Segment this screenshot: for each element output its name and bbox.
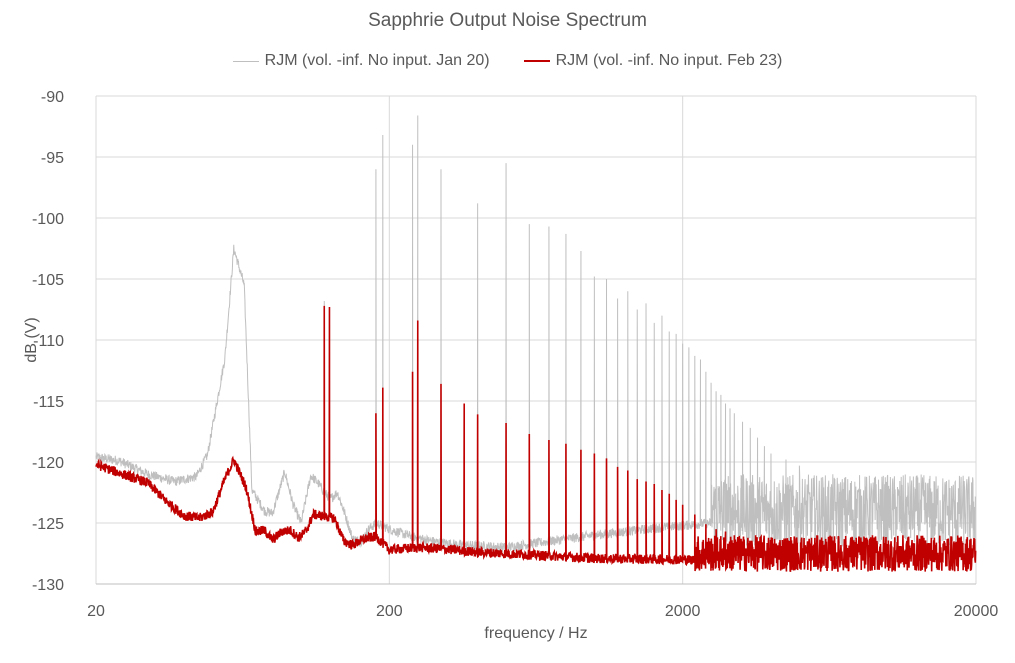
series-line-jan (95, 115, 976, 552)
legend-swatch-feb (523, 60, 550, 62)
legend-label-feb: RJM (vol. -inf. No input. Feb 23) (555, 52, 783, 69)
y-tick-label: -90 (41, 89, 64, 106)
y-tick-label: -115 (33, 394, 64, 411)
y-tick-label: -100 (32, 211, 64, 228)
y-tick-label: -120 (32, 455, 64, 472)
legend-swatch-jan (232, 60, 259, 62)
y-axis-title: dB (V) (23, 317, 40, 363)
chart-title: Sapphrie Output Noise Spectrum (368, 10, 647, 31)
y-tick-label: -110 (33, 333, 64, 350)
series-line-feb (95, 305, 977, 573)
y-tick-label: -130 (32, 577, 64, 594)
x-tick-label: 20 (87, 603, 105, 620)
legend-item-feb: RJM (vol. -inf. No input. Feb 23) (523, 52, 783, 70)
legend: RJM (vol. -inf. No input. Jan 20) RJM (v… (0, 52, 1015, 70)
x-tick-label: 2000 (665, 603, 701, 620)
x-tick-label: 20000 (954, 603, 999, 620)
legend-item-jan: RJM (vol. -inf. No input. Jan 20) (232, 52, 490, 70)
x-axis-title: frequency / Hz (484, 625, 588, 642)
legend-label-jan: RJM (vol. -inf. No input. Jan 20) (264, 52, 490, 69)
y-tick-label: -95 (41, 150, 64, 167)
y-tick-label: -125 (32, 516, 64, 533)
x-tick-label: 200 (376, 603, 403, 620)
y-tick-label: -105 (32, 272, 64, 289)
